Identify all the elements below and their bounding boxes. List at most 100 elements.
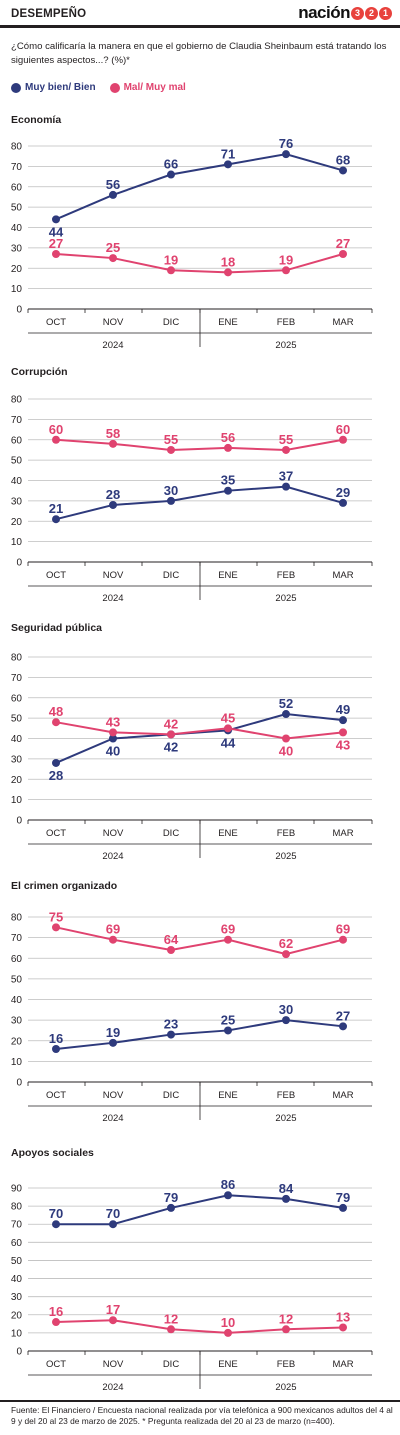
series-line-positive <box>56 1194 344 1226</box>
year-label: 2024 <box>102 1113 123 1124</box>
data-label: 17 <box>106 1302 120 1317</box>
data-label: 12 <box>279 1311 293 1326</box>
y-tick-label: 40 <box>11 223 23 234</box>
x-tick-label: NOV <box>103 317 124 328</box>
year-label: 2024 <box>102 851 123 862</box>
x-tick-label: FEB <box>277 570 295 581</box>
data-label: 30 <box>164 483 178 498</box>
x-tick-label: OCT <box>46 1359 66 1370</box>
data-label: 66 <box>164 157 178 172</box>
data-label: 27 <box>336 1008 350 1023</box>
year-label: 2025 <box>275 340 296 351</box>
data-point <box>167 730 175 739</box>
data-label: 28 <box>49 768 63 783</box>
data-label: 42 <box>164 716 178 731</box>
y-tick-label: 70 <box>11 162 23 173</box>
x-tick-label: MAR <box>332 570 353 581</box>
data-point <box>52 1318 60 1327</box>
y-tick-label: 70 <box>11 673 23 684</box>
x-tick-label: NOV <box>103 570 124 581</box>
y-tick-label: 50 <box>11 456 23 467</box>
data-label: 30 <box>279 1002 293 1017</box>
data-label: 48 <box>49 704 63 719</box>
year-label: 2025 <box>275 851 296 862</box>
data-point <box>224 486 232 495</box>
y-tick-label: 60 <box>11 1238 23 1249</box>
legend-label-negative: Mal/ Muy mal <box>123 82 186 93</box>
data-label: 10 <box>221 1315 235 1330</box>
x-tick-label: FEB <box>277 317 295 328</box>
data-label: 23 <box>164 1017 178 1032</box>
y-tick-label: 20 <box>11 264 23 275</box>
data-label: 37 <box>279 469 293 484</box>
y-tick-label: 30 <box>11 1292 23 1303</box>
x-tick-label: OCT <box>46 317 66 328</box>
x-tick-label: MAR <box>332 317 353 328</box>
x-tick-label: MAR <box>332 1090 353 1101</box>
x-tick-label: FEB <box>277 828 295 839</box>
data-label: 42 <box>164 739 178 754</box>
year-label: 2024 <box>102 593 123 604</box>
source-note: Fuente: El Financiero / Encuesta naciona… <box>11 1405 393 1426</box>
y-tick-label: 0 <box>16 1347 22 1358</box>
y-tick-label: 50 <box>11 1256 23 1267</box>
y-tick-label: 60 <box>11 693 23 704</box>
data-label: 76 <box>279 136 293 151</box>
data-point <box>282 1016 290 1025</box>
data-point <box>52 718 60 727</box>
data-label: 86 <box>221 1177 235 1192</box>
y-tick-label: 20 <box>11 775 23 786</box>
x-tick-label: DIC <box>163 317 180 328</box>
y-tick-label: 30 <box>11 1016 23 1027</box>
data-label: 69 <box>106 922 120 937</box>
data-label: 55 <box>164 432 178 447</box>
y-tick-label: 90 <box>11 1184 23 1195</box>
data-point <box>109 1038 117 1047</box>
y-tick-label: 40 <box>11 995 23 1006</box>
survey-question: ¿Cómo calificaría la manera en que el go… <box>11 41 387 66</box>
data-label: 12 <box>164 1311 178 1326</box>
y-tick-label: 40 <box>11 734 23 745</box>
data-label: 69 <box>221 922 235 937</box>
data-point <box>282 266 290 275</box>
y-tick-label: 60 <box>11 954 23 965</box>
y-tick-label: 70 <box>11 415 23 426</box>
x-tick-label: MAR <box>332 1359 353 1370</box>
series-line-negative <box>55 721 344 740</box>
y-tick-label: 50 <box>11 974 23 985</box>
data-point <box>224 160 232 169</box>
data-point <box>109 1316 117 1325</box>
data-point <box>339 435 347 444</box>
x-tick-label: FEB <box>277 1090 295 1101</box>
legend: Muy bien/ Bien Mal/ Muy mal <box>11 82 200 93</box>
data-label: 28 <box>106 487 120 502</box>
data-label: 52 <box>279 696 293 711</box>
data-point <box>282 1325 290 1334</box>
x-tick-label: OCT <box>46 1090 66 1101</box>
chart-title: Corrupción <box>11 366 68 378</box>
y-tick-label: 0 <box>16 816 22 827</box>
data-label: 79 <box>164 1190 178 1205</box>
data-point <box>339 1323 347 1332</box>
data-point <box>282 150 290 159</box>
data-point <box>339 166 347 175</box>
data-label: 21 <box>49 501 63 516</box>
data-point <box>109 500 117 509</box>
data-point <box>224 1191 232 1200</box>
data-point <box>52 1045 60 1053</box>
data-label: 62 <box>279 936 293 951</box>
data-label: 27 <box>336 236 350 251</box>
data-point <box>224 1328 232 1337</box>
data-point <box>282 482 290 491</box>
bottom-rule <box>0 1400 400 1402</box>
data-point <box>167 496 175 505</box>
x-tick-label: NOV <box>103 828 124 839</box>
x-tick-label: ENE <box>218 570 238 581</box>
data-point <box>109 1220 117 1229</box>
data-label: 43 <box>106 714 120 729</box>
data-label: 84 <box>279 1181 294 1196</box>
data-label: 60 <box>49 422 63 437</box>
data-label: 29 <box>336 485 350 500</box>
data-label: 58 <box>106 426 120 441</box>
data-point <box>167 445 175 454</box>
